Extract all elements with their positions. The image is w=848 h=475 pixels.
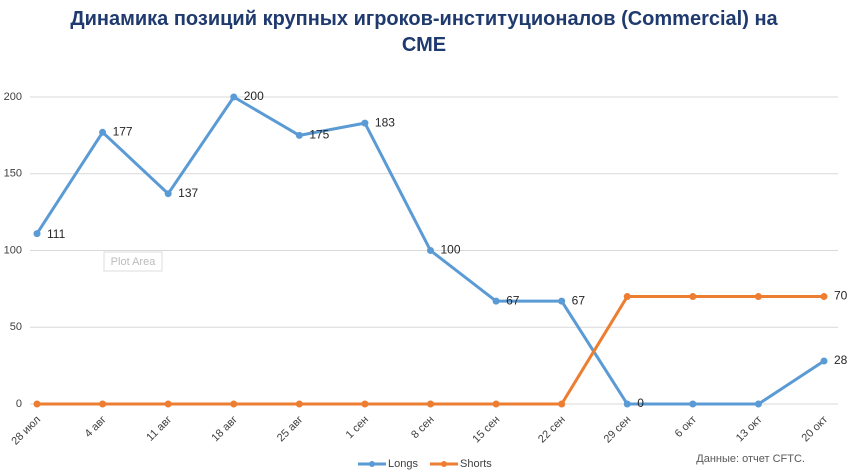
chart-title: Динамика позиций крупных игроков-институ…	[70, 8, 778, 56]
point	[164, 190, 172, 198]
x-tick-label: 13 окт	[734, 414, 765, 445]
point	[99, 400, 107, 408]
x-tick-label: 22 сен	[536, 414, 568, 446]
point	[164, 400, 172, 408]
y-tick-label: 50	[10, 321, 22, 333]
point	[427, 400, 434, 408]
point	[295, 400, 303, 408]
data-label: 137	[178, 186, 198, 200]
point	[754, 400, 762, 408]
data-label: 111	[47, 227, 66, 241]
point	[689, 400, 697, 408]
legend-marker	[369, 461, 375, 467]
data-label: 100	[441, 243, 461, 257]
point	[361, 400, 369, 408]
x-tick-label: 4 авг	[82, 414, 108, 440]
data-label: 67	[506, 293, 520, 307]
point	[623, 293, 631, 301]
source-note: Данные: отчет CFTC.	[696, 453, 805, 465]
point	[230, 400, 238, 408]
y-tick-label: 200	[4, 91, 22, 103]
x-tick-label: 15 сен	[470, 414, 502, 446]
x-tick-label: 1 сен	[344, 414, 371, 441]
data-label: 70	[834, 289, 848, 303]
data-label: 175	[309, 128, 329, 142]
point	[754, 293, 762, 301]
x-tick-label: 20 окт	[799, 414, 830, 445]
x-tick-label: 8 сен	[409, 414, 436, 441]
point	[558, 297, 566, 305]
point	[689, 293, 697, 301]
point	[99, 128, 107, 136]
tooltip: Plot Area	[111, 256, 157, 268]
point	[295, 131, 303, 139]
x-tick-label: 11 авг	[144, 414, 174, 444]
point	[820, 293, 828, 301]
legend-marker	[441, 461, 447, 467]
point	[492, 297, 500, 305]
data-label: 67	[572, 293, 586, 307]
point	[427, 247, 434, 254]
point	[492, 400, 500, 408]
data-label: 28	[834, 353, 848, 367]
x-tick-label: 18 авг	[209, 414, 240, 445]
legend-label: Shorts	[460, 458, 492, 470]
data-label: 0	[637, 396, 644, 410]
point	[820, 357, 828, 365]
point	[230, 93, 238, 101]
data-label: 200	[244, 89, 264, 103]
x-tick-label: 6 окт	[673, 414, 699, 440]
point	[558, 400, 566, 408]
series-line	[37, 295, 824, 406]
point	[623, 400, 631, 408]
point	[361, 119, 369, 127]
x-tick-label: 29 сен	[602, 414, 634, 446]
point	[33, 400, 41, 408]
x-tick-label: 25 авг	[275, 414, 306, 445]
y-tick-label: 100	[4, 244, 22, 256]
x-tick-label: 28 июл	[9, 414, 43, 448]
data-label: 177	[113, 124, 133, 138]
point	[33, 230, 41, 238]
legend-label: Longs	[388, 458, 418, 470]
y-tick-label: 0	[16, 398, 22, 410]
y-tick-label: 150	[4, 168, 22, 180]
data-label: 183	[375, 115, 395, 129]
tooltip-box	[103, 251, 163, 272]
